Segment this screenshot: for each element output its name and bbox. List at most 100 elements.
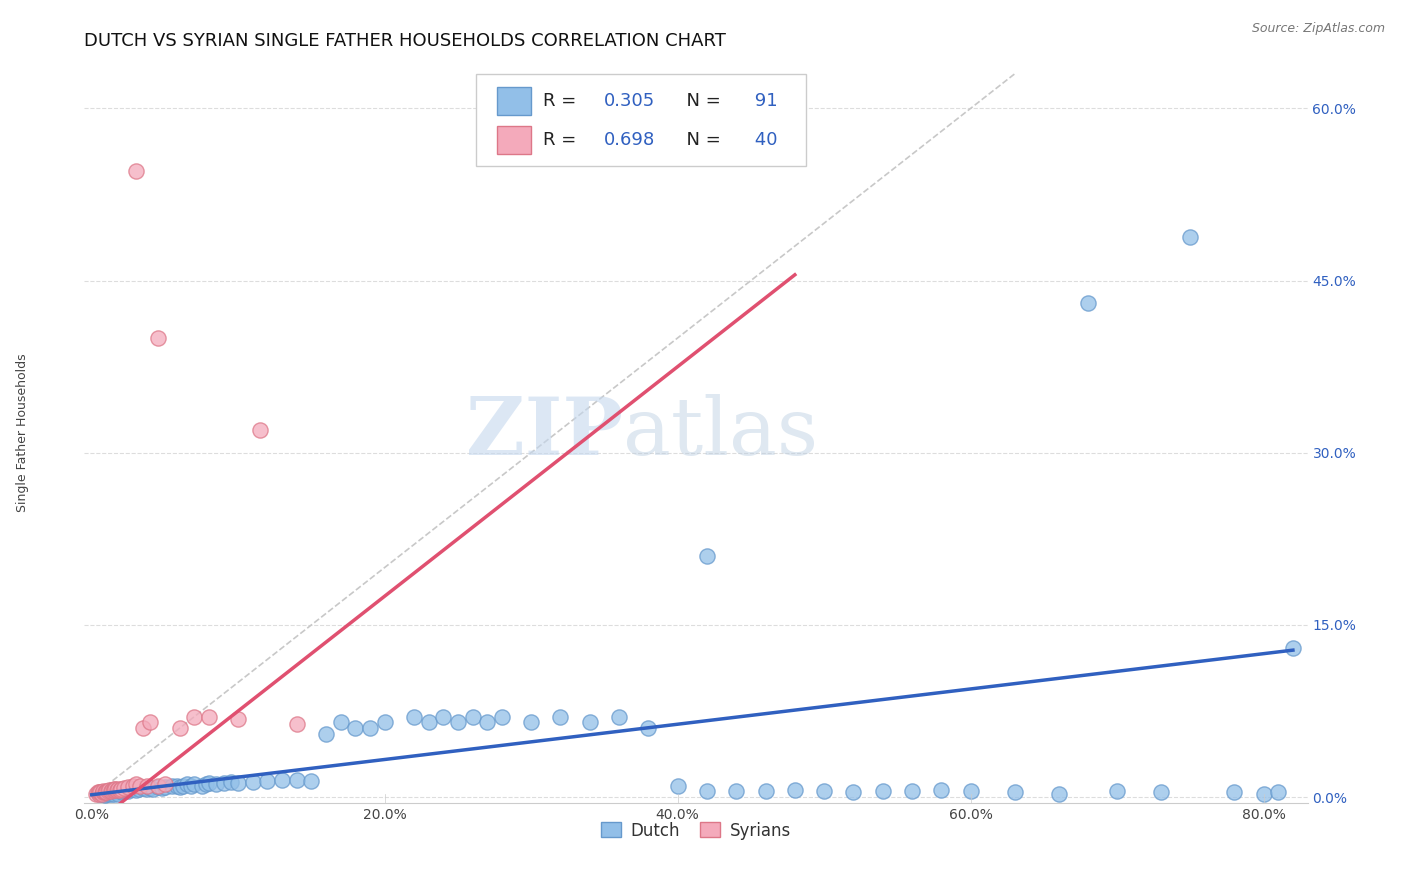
Point bbox=[93, 785, 115, 799]
Point bbox=[1282, 640, 1305, 655]
Point bbox=[374, 715, 396, 730]
Point bbox=[103, 785, 125, 799]
Point bbox=[87, 785, 110, 799]
Point bbox=[150, 780, 173, 795]
Point bbox=[285, 716, 308, 731]
Point bbox=[256, 774, 278, 789]
Point bbox=[205, 777, 228, 791]
Point bbox=[107, 787, 129, 801]
Point bbox=[299, 774, 322, 789]
Point bbox=[94, 788, 117, 802]
Point bbox=[146, 780, 169, 794]
FancyBboxPatch shape bbox=[475, 73, 806, 166]
Point bbox=[105, 783, 128, 797]
Point bbox=[198, 709, 221, 723]
Point bbox=[285, 772, 308, 787]
Point bbox=[1077, 296, 1099, 310]
Point bbox=[100, 784, 122, 798]
Point bbox=[329, 715, 352, 730]
Point bbox=[176, 777, 198, 791]
Point bbox=[1253, 787, 1275, 801]
Point bbox=[696, 784, 718, 798]
Point bbox=[1180, 230, 1202, 244]
Point bbox=[91, 787, 114, 801]
Point bbox=[146, 779, 169, 793]
Point bbox=[114, 783, 136, 797]
Point bbox=[550, 709, 572, 723]
Text: R =: R = bbox=[543, 92, 582, 110]
Point bbox=[271, 772, 294, 787]
Point bbox=[124, 164, 146, 178]
Text: Source: ZipAtlas.com: Source: ZipAtlas.com bbox=[1251, 22, 1385, 36]
Point bbox=[520, 715, 543, 730]
Point bbox=[129, 779, 152, 793]
Point bbox=[136, 782, 159, 797]
Point bbox=[146, 331, 169, 345]
Point bbox=[124, 777, 146, 791]
Point bbox=[97, 784, 120, 798]
Point bbox=[142, 782, 165, 797]
Point bbox=[104, 782, 127, 797]
Point bbox=[872, 784, 894, 798]
Point bbox=[183, 709, 205, 723]
Point bbox=[98, 787, 121, 801]
Text: 0.305: 0.305 bbox=[605, 92, 655, 110]
Point bbox=[112, 780, 135, 795]
Point bbox=[108, 784, 131, 798]
Point bbox=[124, 783, 146, 797]
Point bbox=[959, 784, 981, 798]
Point bbox=[89, 785, 111, 799]
Point bbox=[183, 777, 205, 791]
Point bbox=[139, 780, 162, 795]
Point bbox=[153, 777, 176, 791]
Text: N =: N = bbox=[675, 131, 727, 149]
Point bbox=[344, 721, 367, 735]
Point bbox=[315, 727, 337, 741]
Point bbox=[190, 779, 212, 793]
Point bbox=[107, 785, 129, 799]
Text: ZIP: ZIP bbox=[465, 393, 623, 472]
Point bbox=[172, 779, 194, 793]
Point bbox=[1267, 785, 1289, 799]
Point bbox=[103, 783, 125, 797]
Point bbox=[418, 715, 440, 730]
Point bbox=[136, 779, 159, 793]
Point bbox=[725, 784, 748, 798]
Point bbox=[607, 709, 630, 723]
Point bbox=[477, 715, 499, 730]
Point bbox=[86, 785, 108, 799]
Point bbox=[166, 779, 188, 793]
Point bbox=[96, 785, 118, 799]
Point bbox=[110, 783, 132, 797]
Point bbox=[162, 779, 184, 793]
Point bbox=[87, 787, 110, 801]
Point bbox=[91, 787, 114, 801]
Point bbox=[128, 782, 150, 797]
Point bbox=[180, 779, 202, 793]
Point bbox=[432, 709, 454, 723]
Point bbox=[87, 787, 110, 801]
Point bbox=[194, 777, 217, 791]
Point bbox=[108, 783, 131, 797]
Point bbox=[139, 715, 162, 730]
Point bbox=[101, 783, 124, 797]
Point bbox=[110, 782, 132, 797]
Point bbox=[666, 779, 689, 793]
Point bbox=[104, 784, 127, 798]
Point bbox=[96, 785, 118, 799]
Point bbox=[842, 785, 865, 799]
Point bbox=[100, 785, 122, 799]
Point bbox=[226, 712, 249, 726]
Text: atlas: atlas bbox=[623, 393, 818, 472]
Point bbox=[1107, 784, 1129, 798]
Point bbox=[93, 785, 115, 799]
Point bbox=[107, 782, 129, 797]
Text: 0.698: 0.698 bbox=[605, 131, 655, 149]
Point bbox=[101, 787, 124, 801]
Point bbox=[219, 775, 242, 789]
Point bbox=[1223, 785, 1246, 799]
Point bbox=[103, 787, 125, 801]
Point bbox=[931, 783, 953, 797]
Point bbox=[97, 784, 120, 798]
Point bbox=[112, 784, 135, 798]
